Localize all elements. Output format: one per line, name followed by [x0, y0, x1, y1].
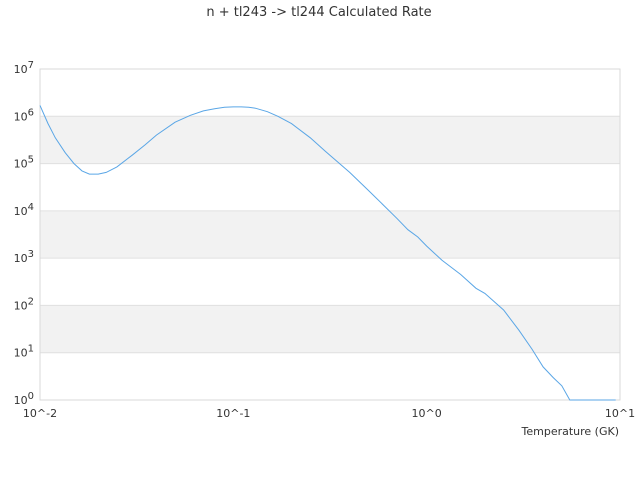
y-tick-label: 104 — [14, 202, 34, 218]
y-tick-label: 103 — [14, 249, 34, 265]
grid-bands — [40, 116, 620, 353]
y-tick-label: 102 — [14, 296, 34, 312]
grid-band — [40, 116, 620, 164]
y-tick-label: 106 — [14, 107, 34, 123]
x-tick-label: 10^-2 — [23, 407, 57, 420]
x-tick-label: 10^1 — [605, 407, 635, 420]
x-axis-ticks: 10^-2 10^-1 10^0 10^1 — [23, 407, 635, 420]
plot-area-border — [39, 68, 621, 401]
y-tick-label: 107 — [14, 60, 34, 76]
x-tick-label: 10^-1 — [216, 407, 250, 420]
grid-lines — [40, 68, 620, 401]
x-tick-label: 10^0 — [412, 407, 442, 420]
y-tick-label: 100 — [14, 391, 34, 407]
chart-title: n + tl243 -> tl244 Calculated Rate — [206, 5, 431, 20]
rate-series-line — [39, 105, 616, 401]
y-tick-label: 101 — [14, 344, 34, 360]
grid-band — [40, 305, 620, 353]
y-axis-ticks: 100 101 102 103 104 105 106 107 — [14, 60, 34, 407]
x-axis-label: Temperature (GK) — [521, 425, 620, 438]
y-tick-label: 105 — [14, 155, 34, 171]
grid-band — [40, 210, 620, 259]
